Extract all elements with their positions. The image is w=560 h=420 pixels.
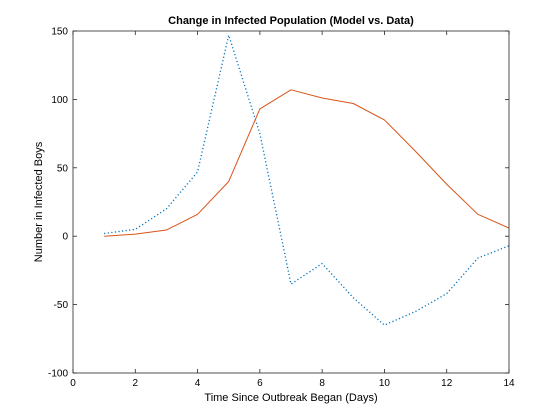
y-tick-label: 100 xyxy=(51,95,68,106)
plot-area xyxy=(73,31,509,373)
y-axis-label: Number in Infected Boys xyxy=(33,141,45,262)
x-tick-label: 14 xyxy=(503,378,515,389)
x-axis-label: Time Since Outbreak Began (Days) xyxy=(204,392,377,404)
x-tick-label: 4 xyxy=(195,378,201,389)
series-layer xyxy=(104,34,510,326)
y-tick-label: 50 xyxy=(57,163,69,174)
y-tick-label: 0 xyxy=(62,232,68,243)
x-tick-label: 6 xyxy=(257,378,263,389)
x-tick-label: 2 xyxy=(133,378,139,389)
x-tick-label: 10 xyxy=(379,378,391,389)
y-tick-label: 150 xyxy=(51,27,68,38)
x-tick-label: 0 xyxy=(70,378,76,389)
series-line-2 xyxy=(104,89,510,237)
axes-box xyxy=(72,30,510,374)
x-tick-label: 8 xyxy=(319,378,325,389)
ticks-layer: 0 2 4 6 8 10 12 14 -100 -50 0 50 100 150 xyxy=(48,27,515,390)
chart-title: Change in Infected Population (Model vs.… xyxy=(168,15,414,27)
y-tick-label: -100 xyxy=(48,369,68,380)
x-tick-label: 12 xyxy=(441,378,453,389)
y-tick-label: -50 xyxy=(54,300,69,311)
axes-layer xyxy=(72,30,510,374)
series-line-1 xyxy=(104,34,510,326)
